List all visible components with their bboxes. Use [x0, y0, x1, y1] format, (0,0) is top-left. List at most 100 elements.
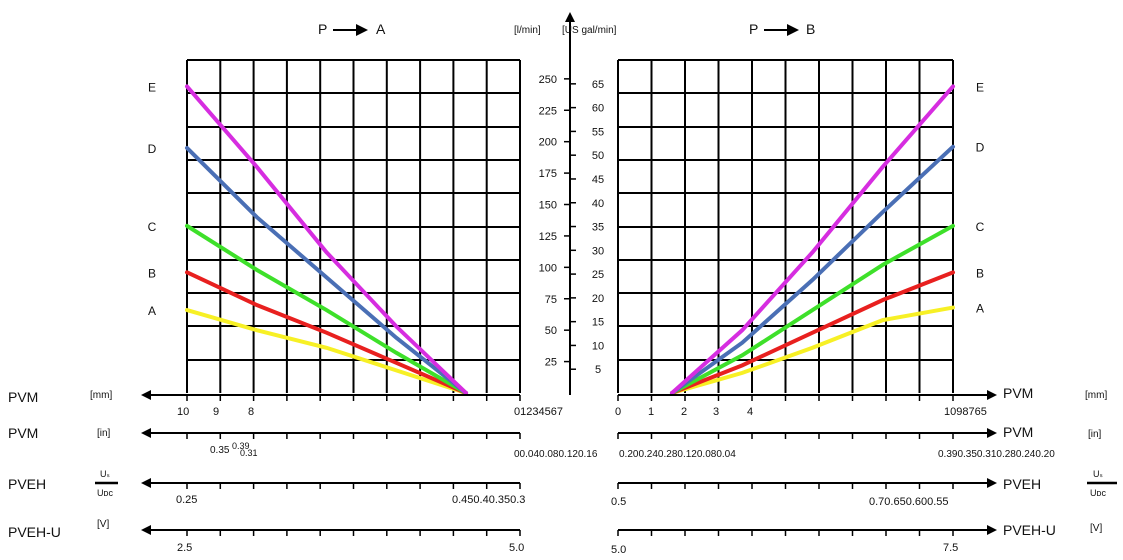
right-arrow-icon [333, 24, 368, 36]
central-y-axis: [l/min] [US gal/min] 2550751001251501752… [514, 12, 617, 395]
series-label-b: B [976, 266, 984, 280]
tick-label: 0.39 [232, 441, 250, 451]
y-tick-label-gal: 55 [592, 126, 604, 138]
y-tick-label-gal: 65 [592, 79, 604, 91]
scale-label-left: PVM [8, 389, 38, 405]
scale-label-right: PVM [1003, 424, 1033, 440]
y-tick-label-gal: 5 [595, 364, 601, 376]
tick-label: 2.5 [177, 542, 192, 554]
scale-label-right: PVM [1003, 385, 1033, 401]
scale-pvm-mm: PVM [mm] PVM [mm] 10 9 8 01234567 0 1 2 … [8, 385, 1107, 418]
y-tick-label-lmin: 25 [545, 357, 557, 369]
tick-label: 1 [648, 406, 654, 418]
scale-unit-right: [in] [1088, 429, 1102, 440]
bottom-scales: PVM [mm] PVM [mm] 10 9 8 01234567 0 1 2 … [8, 385, 1117, 556]
scale-unit-left: [in] [97, 428, 111, 439]
y-tick-label-gal: 40 [592, 198, 604, 210]
scale-pvm-in: PVM [in] PVM [in] 0.35 0.39 0.31 00.040.… [8, 424, 1102, 460]
series-line-e [185, 84, 468, 395]
unit-denominator: Uᴅᴄ [1090, 488, 1106, 498]
series-line-d [670, 144, 955, 395]
tick-label: 0.5 [611, 496, 626, 508]
right-title-source: P [749, 21, 758, 37]
unit-denominator: Uᴅᴄ [97, 488, 113, 498]
unit-numerator: Uₛ [100, 469, 110, 479]
tick-label: 0.390.350.310.280.240.20 [938, 449, 1055, 460]
tick-label: 3 [713, 406, 719, 418]
series-label-a: A [148, 304, 156, 318]
series-line-e [670, 84, 955, 395]
y-tick-label-gal: 20 [592, 293, 604, 305]
y-tick-label-gal: 45 [592, 174, 604, 186]
tick-label: 10 [177, 406, 189, 418]
scale-unit-left: [V] [97, 519, 109, 530]
scale-unit-right: [V] [1090, 523, 1102, 534]
y-tick-label-gal: 15 [592, 317, 604, 329]
y-tick-label-lmin: 175 [539, 168, 557, 180]
y-tick-label-gal: 10 [592, 340, 604, 352]
series-label-d: D [976, 141, 985, 155]
scale-label-right: PVEH-U [1003, 522, 1056, 538]
right-title-dest: B [806, 21, 815, 37]
series-label-e: E [976, 80, 984, 94]
y-tick-label-gal: 50 [592, 150, 604, 162]
right-arrow-icon [764, 24, 799, 36]
left-panel-grid [186, 59, 521, 393]
series-line-d [185, 145, 468, 395]
unit-numerator: Uₛ [1093, 469, 1103, 479]
tick-label: 0.450.40.350.3 [452, 494, 525, 506]
tick-label: 4 [747, 406, 753, 418]
y-ticks-gal: 5 10 15 20 25 30 35 40 45 50 55 60 65 [570, 79, 604, 376]
series-line-b [185, 270, 468, 395]
left-title-dest: A [376, 21, 386, 37]
scale-label-left: PVEH-U [8, 524, 61, 540]
y-axis-title-gal: [US gal/min] [562, 25, 617, 36]
scale-unit-left: [mm] [90, 390, 112, 401]
y-tick-label-lmin: 100 [539, 262, 557, 274]
tick-label: 0.70.650.600.55 [869, 496, 949, 508]
tick-label: 0.200.240.280.120.080.04 [619, 449, 736, 460]
y-tick-label-gal: 35 [592, 222, 604, 234]
right-panel-title: P B [749, 21, 815, 37]
tick-label: 9 [213, 406, 219, 418]
tick-label: 0.35 [210, 445, 230, 456]
series-label-b: B [148, 266, 156, 280]
series-label-c: C [148, 220, 157, 234]
right-panel-grid [617, 59, 954, 393]
series-line-b [670, 270, 955, 395]
y-tick-label-gal: 60 [592, 103, 604, 115]
tick-label: 8 [248, 406, 254, 418]
y-tick-label-lmin: 50 [545, 325, 557, 337]
tick-label: 0 [615, 406, 621, 418]
series-line-a [185, 308, 468, 395]
series-label-d: D [148, 142, 157, 156]
tick-label: 0.25 [176, 494, 197, 506]
scale-unit-right: [mm] [1085, 390, 1107, 401]
y-tick-label-gal: 30 [592, 245, 604, 257]
y-tick-label-lmin: 225 [539, 105, 557, 117]
scale-pveh: PVEH Uₛ Uᴅᴄ PVEH Uₛ Uᴅᴄ 0.25 0.450.40.35… [8, 469, 1117, 508]
y-tick-label-lmin: 200 [539, 137, 557, 149]
tick-label: 5.0 [509, 542, 524, 554]
y-tick-label-lmin: 125 [539, 231, 557, 243]
left-title-source: P [318, 21, 327, 37]
left-panel-series-labels: A B C D E [148, 80, 157, 318]
scale-tick-marks [186, 395, 954, 536]
scale-label-left: PVEH [8, 476, 46, 492]
series-label-c: C [976, 220, 985, 234]
left-panel-title: P A [318, 21, 386, 37]
y-axis-title-lmin: [l/min] [514, 25, 541, 36]
scale-label-right: PVEH [1003, 476, 1041, 492]
tick-label: 0.31 [240, 448, 258, 458]
scale-label-left: PVM [8, 425, 38, 441]
series-line-c [670, 223, 955, 395]
y-tick-label-gal: 25 [592, 269, 604, 281]
tick-label: 7.5 [943, 542, 958, 554]
left-panel-curves [185, 84, 468, 395]
tick-label: 01234567 [514, 406, 563, 418]
tick-label: 1098765 [944, 406, 987, 418]
series-line-c [185, 223, 468, 395]
right-panel-series-labels: A B C D E [976, 80, 985, 315]
series-label-a: A [976, 302, 984, 316]
